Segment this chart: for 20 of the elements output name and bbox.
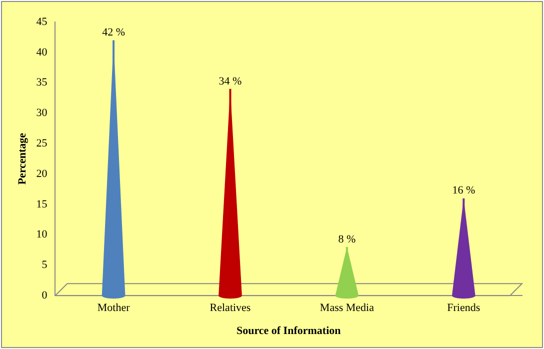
y-tick-label: 5 — [42, 259, 48, 272]
y-tick-label: 40 — [36, 46, 48, 58]
data-label: 16 % — [452, 184, 476, 197]
data-label: 34 % — [218, 75, 242, 88]
y-tick-label: 20 — [36, 168, 48, 180]
x-tick-label: Friends — [447, 302, 480, 314]
x-tick-label: Mass Media — [320, 302, 374, 314]
data-label: 8 % — [338, 233, 356, 246]
x-tick-label: Relatives — [210, 302, 251, 314]
y-axis-title: Percentage — [16, 132, 28, 185]
y-tick-label: 15 — [36, 198, 48, 210]
y-tick-label: 10 — [36, 228, 48, 241]
data-label: 42 % — [102, 26, 126, 39]
x-tick-label: Mother — [97, 302, 130, 314]
y-tick-label: 0 — [42, 289, 48, 302]
y-tick-label: 30 — [36, 107, 48, 120]
y-tick-label: 45 — [36, 16, 48, 28]
x-axis-title: Source of Information — [236, 325, 341, 338]
y-tick-label: 35 — [36, 76, 48, 89]
y-tick-label: 25 — [36, 137, 48, 150]
